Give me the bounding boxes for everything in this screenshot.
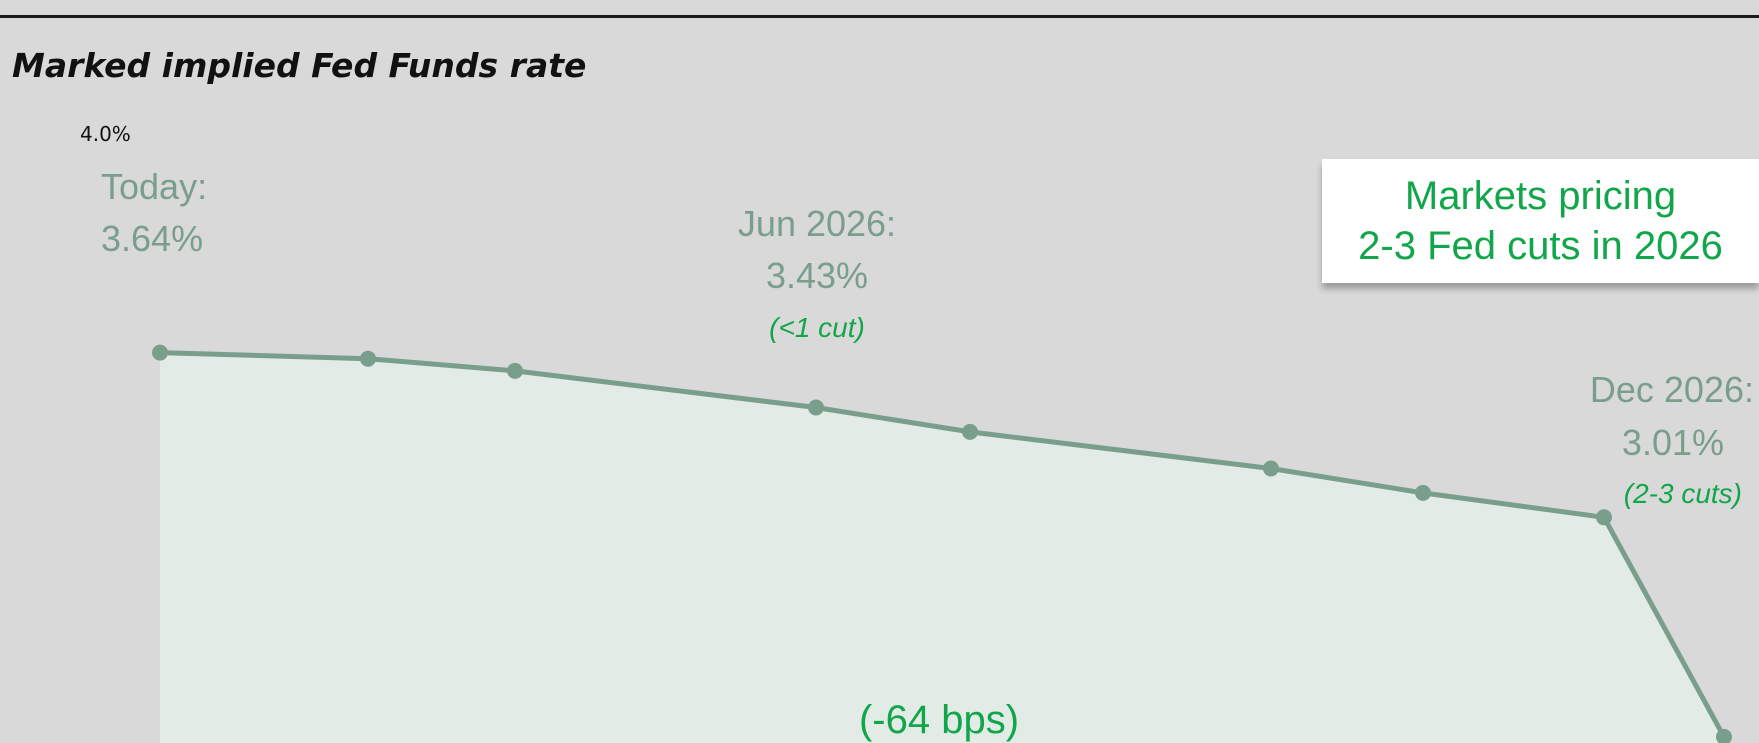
data-point-1 [360, 350, 376, 367]
annotation-today-label: Today: [101, 166, 207, 207]
annotation-dec-note: (2-3 cuts) [1624, 478, 1742, 509]
data-points [152, 344, 1732, 743]
data-point-3 [808, 399, 824, 416]
callout-line-2: 2-3 Fed cuts in 2026 [1358, 224, 1723, 268]
annotation-change: (-64 bps) [859, 698, 1019, 742]
callout-line-1: Markets pricing [1404, 174, 1677, 218]
annotation-dec-label: Dec 2026: [1590, 369, 1754, 410]
y-tick-label: 4.0% [80, 122, 131, 146]
data-point-2 [507, 362, 523, 379]
annotation-jun-label: Jun 2026: [738, 203, 896, 244]
annotation-dec-value: 3.01% [1622, 422, 1724, 463]
callout-box: Markets pricing 2-3 Fed cuts in 2026 [1322, 159, 1759, 283]
annotation-today-value: 3.64% [101, 218, 203, 259]
annotation-jun-value: 3.43% [766, 255, 868, 296]
data-point-8 [1716, 728, 1732, 743]
area-fill [160, 352, 1724, 743]
data-point-4 [962, 423, 978, 440]
top-rule [0, 15, 1759, 18]
data-point-7 [1596, 509, 1612, 526]
chart-title: Marked implied Fed Funds rate [12, 46, 587, 85]
data-point-5 [1263, 460, 1279, 477]
data-point-0 [152, 344, 168, 361]
annotation-jun-note: (<1 cut) [769, 312, 865, 343]
data-point-6 [1415, 484, 1431, 501]
